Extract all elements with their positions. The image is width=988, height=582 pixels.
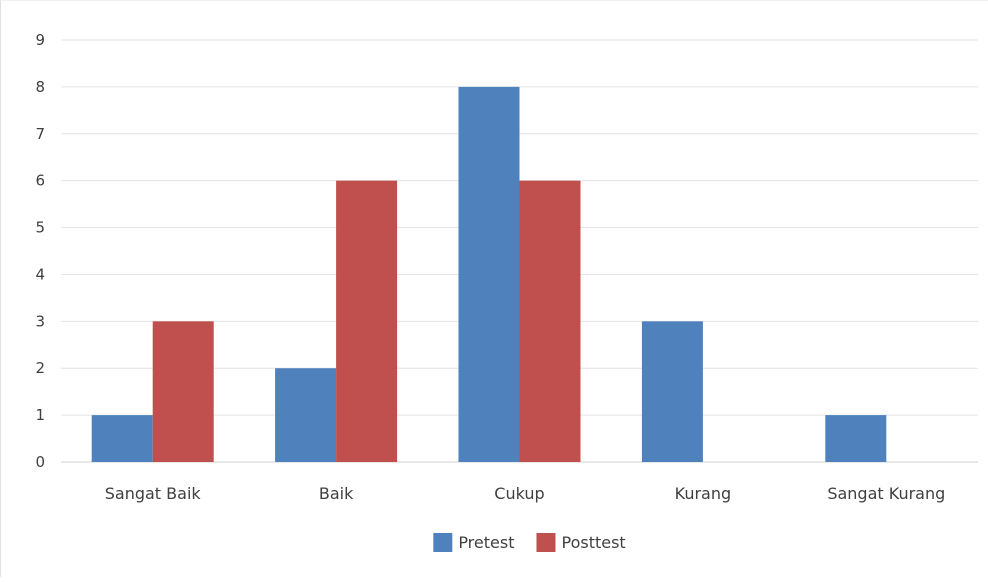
bar-pretest-sangat-baik — [91, 415, 153, 462]
bar-posttest-cukup — [519, 180, 581, 462]
legend-label-pretest: Pretest — [458, 533, 514, 552]
bars — [91, 86, 887, 462]
y-tick-label: 7 — [35, 125, 45, 143]
x-tick-label: Cukup — [494, 484, 544, 503]
y-tick-label: 0 — [35, 453, 45, 471]
y-tick-label: 6 — [35, 172, 45, 190]
bar-pretest-sangat-kurang — [825, 415, 887, 462]
y-tick-label: 4 — [35, 265, 45, 283]
y-tick-label: 2 — [35, 359, 45, 377]
y-tick-label: 3 — [35, 312, 45, 330]
legend: Pretest Posttest — [433, 533, 626, 552]
y-tick-label: 1 — [35, 406, 45, 424]
legend-label-posttest: Posttest — [561, 533, 625, 552]
y-tick-label: 9 — [35, 31, 45, 49]
bar-posttest-baik — [336, 180, 398, 462]
bar-pretest-kurang — [641, 321, 703, 462]
bar-pretest-cukup — [458, 86, 520, 462]
y-tick-label: 5 — [35, 219, 45, 237]
y-tick-label: 8 — [35, 78, 45, 96]
axes: 0 1 2 3 4 5 6 7 8 9 Sangat Baik Baik Cukup Kurang Sang… — [35, 31, 945, 503]
x-tick-label: Sangat Kurang — [827, 484, 945, 503]
x-tick-label: Sangat Baik — [105, 484, 202, 503]
legend-swatch-posttest — [536, 533, 556, 552]
bar-pretest-baik — [275, 368, 337, 462]
x-tick-label: Baik — [319, 484, 354, 503]
bar-posttest-sangat-baik — [152, 321, 214, 462]
legend-swatch-pretest — [433, 533, 453, 552]
x-tick-label: Kurang — [675, 484, 732, 503]
